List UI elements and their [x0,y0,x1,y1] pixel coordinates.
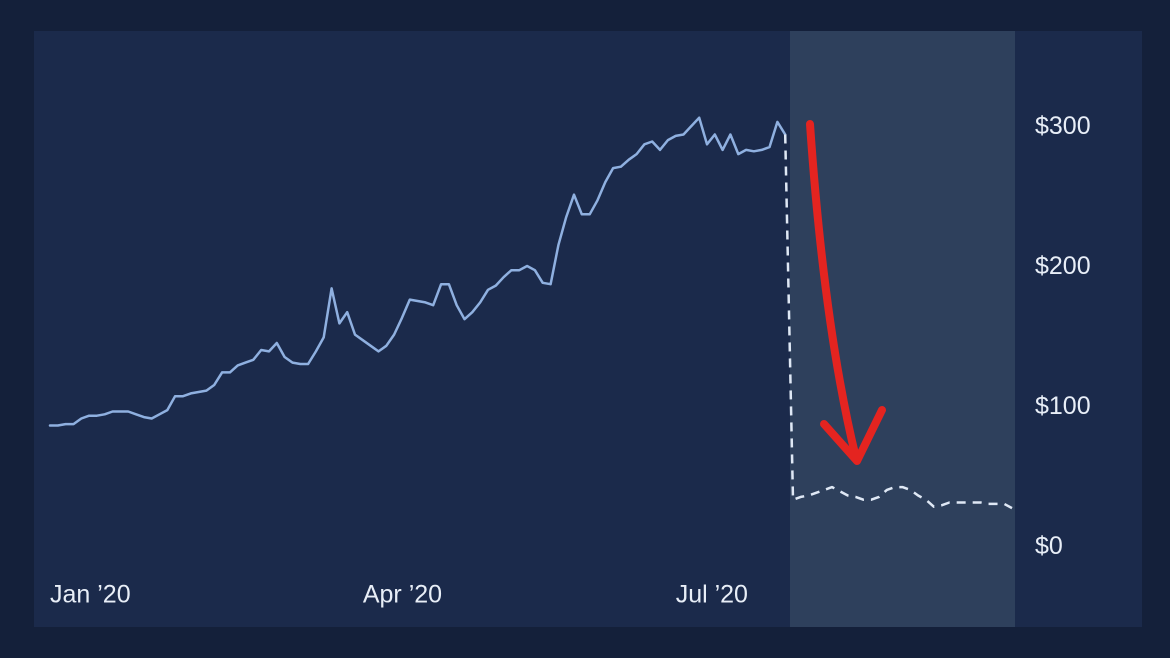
x-tick-label: Jan ’20 [50,581,131,609]
y-tick-label: $300 [1035,112,1091,140]
y-tick-label: $100 [1035,392,1091,420]
x-tick-label: Apr ’20 [363,581,442,609]
marks [48,116,1013,510]
y-tick-label: $200 [1035,252,1091,280]
arrow-head [820,406,886,465]
y-tick-label: $0 [1035,532,1063,560]
projection-region [790,31,1015,627]
x-tick-label: Jul ’20 [676,581,748,609]
price-line [48,116,787,427]
arrow [806,120,886,465]
projection-line [783,134,1013,510]
arrow-shaft [806,120,860,462]
